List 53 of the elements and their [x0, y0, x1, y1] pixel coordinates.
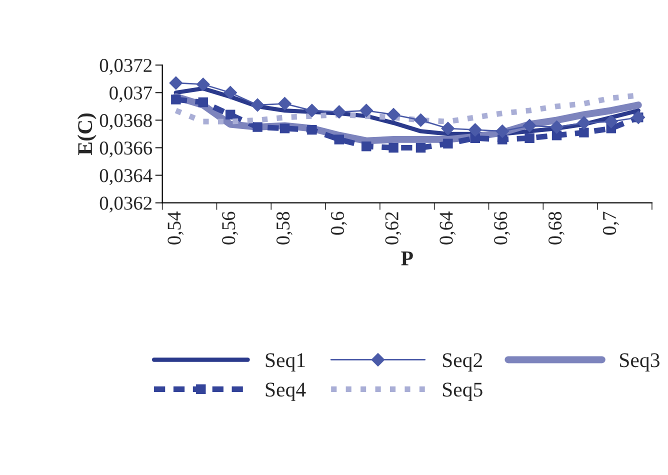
point — [443, 138, 453, 148]
point — [388, 142, 398, 153]
point — [441, 122, 455, 136]
x-tick-label: 0,64 — [440, 211, 456, 244]
point — [169, 76, 183, 90]
y-axis-title: E(C) — [77, 113, 96, 156]
point — [359, 104, 374, 118]
point — [631, 110, 646, 124]
legend-label: Seq1 — [266, 353, 305, 372]
point — [250, 98, 264, 112]
y-tick-label: 0,0368 — [100, 114, 152, 130]
point — [332, 105, 346, 119]
point — [386, 108, 400, 122]
point — [414, 113, 428, 128]
point — [495, 124, 510, 138]
point — [305, 104, 319, 118]
point — [278, 96, 292, 111]
point — [196, 77, 210, 92]
point — [524, 133, 534, 143]
point — [252, 122, 262, 132]
x-tick-label: 0,58 — [276, 212, 292, 244]
x-tick-label: 0,7 — [602, 212, 619, 235]
point — [522, 118, 536, 133]
point — [577, 116, 591, 130]
legend-label: Seq2 — [442, 353, 482, 372]
point — [334, 134, 344, 144]
point — [223, 86, 238, 100]
point — [307, 124, 317, 135]
y-tick-label: 0,0364 — [100, 169, 152, 186]
y-tick-label: 0,0372 — [100, 58, 152, 75]
point — [604, 114, 618, 128]
point — [280, 124, 290, 134]
x-tick-label: 0,66 — [494, 212, 510, 244]
legend-label: Seq3 — [620, 353, 660, 372]
point — [171, 94, 181, 104]
x-tick-label: 0,6 — [330, 212, 347, 235]
x-tick-label: 0,68 — [548, 212, 564, 244]
x-tick-label: 0,56 — [222, 212, 238, 244]
y-tick-label: 0,0362 — [100, 196, 152, 213]
point — [416, 142, 426, 153]
point — [225, 110, 236, 120]
x-tick-label: 0,54 — [168, 211, 184, 244]
x-axis-title: P — [401, 252, 413, 266]
point — [468, 122, 482, 137]
y-tick-label: 0,037 — [110, 86, 152, 102]
point — [550, 120, 564, 134]
x-tick-label: 0,62 — [385, 212, 402, 244]
y-tick-label: 0,0366 — [100, 142, 152, 158]
point — [361, 141, 372, 152]
point — [198, 97, 208, 108]
point — [579, 128, 589, 138]
legend-label: Seq4 — [266, 382, 306, 401]
legend-label: Seq5 — [442, 382, 482, 401]
